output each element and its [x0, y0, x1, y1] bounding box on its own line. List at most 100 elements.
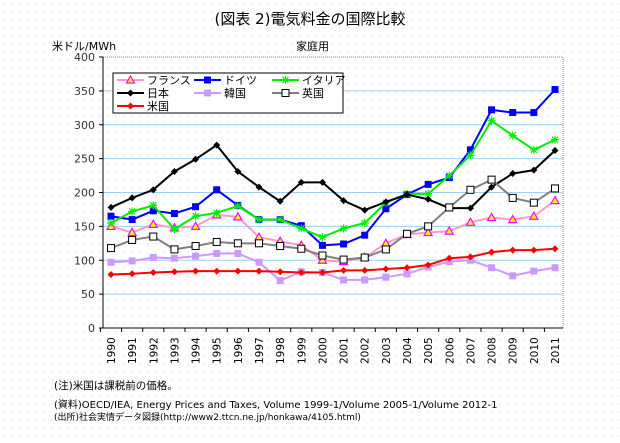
open-square-marker [212, 237, 221, 246]
triangle-marker [232, 211, 243, 221]
x-tick-label: 1990 [106, 337, 118, 364]
origin: (出所)社会実情データ図録(http://www2.ttcn.ne.jp/hon… [54, 413, 361, 423]
square-marker [255, 258, 263, 266]
asterisk-marker [276, 215, 285, 224]
legend-label: イタリア [302, 74, 346, 87]
diamond-marker [170, 268, 178, 276]
series-line [110, 252, 556, 282]
x-tick-label: 2008 [487, 337, 499, 364]
asterisk-marker [339, 224, 348, 233]
triangle-marker [549, 195, 561, 205]
diamond-marker [466, 253, 474, 261]
square-marker [466, 146, 474, 154]
x-tick-label: 1995 [212, 337, 224, 364]
square-marker [340, 240, 348, 248]
asterisk-marker [318, 233, 327, 242]
x-tick-label: 2011 [550, 337, 562, 364]
asterisk-marker [297, 224, 306, 233]
asterisk-marker [149, 201, 158, 210]
diamond-marker [382, 265, 390, 273]
x-tick-label: 1992 [148, 337, 160, 364]
x-tick-label: 1994 [191, 337, 203, 364]
source: (資料)OECD/IEA, Energy Prices and Taxes, V… [54, 400, 498, 411]
open-square-marker [551, 184, 559, 193]
square-marker [204, 89, 211, 97]
series-イタリア [107, 116, 559, 242]
square-marker [488, 264, 496, 272]
diamond-marker [149, 268, 157, 276]
square-marker [170, 254, 178, 262]
asterisk-marker [529, 145, 538, 154]
open-square-marker [424, 222, 433, 231]
legend-label: 米国 [147, 100, 169, 113]
x-tick-label: 2010 [529, 337, 541, 364]
diamond-marker [127, 89, 134, 97]
diamond-marker [318, 178, 326, 186]
open-square-marker [487, 175, 496, 184]
series-ドイツ [107, 86, 559, 249]
open-square-marker [297, 244, 306, 253]
open-square-marker [276, 242, 285, 251]
asterisk-marker [508, 131, 517, 140]
x-tick-label: 2002 [360, 337, 372, 364]
open-square-marker [529, 198, 538, 207]
asterisk-marker [191, 212, 200, 221]
square-marker [192, 252, 200, 260]
y-tick-label: 50 [81, 288, 95, 301]
asterisk-marker [424, 189, 433, 198]
series-米国 [107, 245, 559, 278]
y-tick-label: 0 [88, 322, 95, 335]
x-tick-label: 2003 [381, 337, 393, 364]
diamond-marker [361, 206, 369, 214]
square-marker [276, 277, 284, 285]
open-square-marker [360, 253, 369, 262]
series-line [110, 143, 556, 212]
series-韓国 [107, 249, 559, 285]
legend-label: ドイツ [224, 74, 257, 87]
x-tick-label: 2005 [423, 337, 435, 364]
open-square-marker [191, 242, 200, 251]
legend-label: 日本 [147, 86, 169, 100]
legend-label: フランス [147, 74, 191, 87]
square-marker [382, 205, 390, 213]
series-line [110, 199, 556, 263]
diamond-marker [340, 197, 348, 205]
diamond-marker [382, 198, 390, 206]
diamond-marker [424, 261, 432, 269]
square-marker [361, 276, 369, 284]
diamond-marker [318, 268, 326, 276]
x-tick-label: 1999 [296, 337, 308, 364]
square-marker [551, 86, 559, 94]
y-tick-label: 100 [74, 254, 95, 267]
square-marker [361, 231, 369, 239]
triangle-marker [190, 221, 201, 230]
open-square-marker [445, 203, 454, 212]
diamond-marker [255, 267, 263, 275]
series-line [110, 88, 556, 247]
open-square-marker [149, 232, 158, 241]
diamond-marker [424, 195, 432, 203]
diamond-marker [530, 246, 538, 254]
diamond-marker [530, 166, 538, 174]
triangle-marker [423, 227, 434, 237]
square-marker [149, 254, 157, 262]
square-marker [149, 207, 157, 215]
square-marker [204, 76, 211, 84]
legend-label: 韓国 [224, 87, 246, 100]
diamond-marker [445, 254, 453, 262]
triangle-marker [465, 217, 476, 226]
asterisk-marker [466, 151, 475, 160]
square-marker [530, 109, 538, 117]
diamond-marker [361, 266, 369, 274]
legend-label: 英国 [302, 86, 324, 100]
diamond-marker [340, 266, 348, 274]
diamond-marker [107, 270, 115, 278]
open-square-marker [466, 185, 475, 194]
diamond-marker [509, 170, 517, 178]
chart-title: (図表 2)電気料金の国際比較 [214, 10, 406, 28]
series-日本 [107, 141, 559, 214]
series-英国 [107, 175, 559, 264]
diamond-marker [403, 191, 411, 199]
